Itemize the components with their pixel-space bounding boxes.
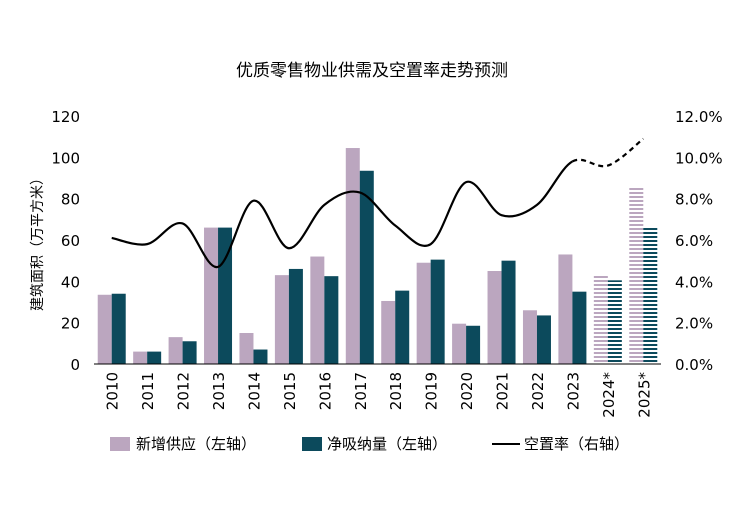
bar-series: [97, 148, 658, 364]
bar-supply-2016: [310, 256, 325, 364]
legend-swatch-supply: [110, 437, 130, 451]
bar-absorption-2016: [324, 276, 339, 364]
bar-supply-2019: [416, 262, 431, 364]
right-tick-label: 12.0%: [675, 108, 723, 126]
left-tick-label: 100: [51, 149, 80, 167]
right-axis-ticks: 0.0% 2.0% 4.0% 6.0% 8.0% 10.0% 12.0%: [675, 108, 723, 374]
vacancy-line-forecast: [571, 137, 644, 168]
x-tick-label: 2010: [104, 372, 122, 410]
x-tick-label: 2012: [175, 372, 193, 410]
bar-supply-2022: [522, 310, 537, 364]
left-tick-label: 0: [70, 356, 80, 374]
left-tick-label: 80: [61, 191, 80, 209]
bar-supply-2011: [133, 351, 148, 364]
bar-absorption-2023: [572, 291, 587, 364]
y-axis-label: 建筑面积（万平方米）: [30, 171, 46, 311]
bar-absorption-2010: [111, 293, 126, 364]
vacancy-line-series: [111, 137, 644, 268]
x-tick-label: 2023: [564, 372, 582, 410]
right-tick-label: 8.0%: [675, 191, 713, 209]
left-tick-label: 60: [61, 232, 80, 250]
right-tick-label: 2.0%: [675, 315, 713, 333]
left-axis-ticks: 0 20 40 60 80 100 120: [51, 108, 80, 374]
x-tick-label: 2025*: [635, 372, 653, 418]
right-tick-label: 10.0%: [675, 149, 723, 167]
bar-absorption-2013: [218, 227, 233, 364]
right-tick-label: 4.0%: [675, 273, 713, 291]
bar-supply-2014: [239, 333, 254, 364]
left-tick-label: 20: [61, 315, 80, 333]
bar-absorption-2019: [430, 259, 445, 364]
bar-absorption-2021: [501, 260, 516, 364]
vacancy-line-actual: [111, 160, 574, 268]
bar-absorption-2020: [466, 325, 481, 364]
left-tick-label: 40: [61, 273, 80, 291]
legend-label-vacancy: 空置率（右轴）: [524, 435, 629, 453]
left-tick-label: 120: [51, 108, 80, 126]
bar-supply-2021: [487, 271, 502, 364]
x-tick-label: 2011: [139, 372, 157, 410]
bar-absorption-2025: [643, 227, 658, 364]
legend-item-vacancy: 空置率（右轴）: [492, 435, 629, 453]
bar-absorption-2017: [359, 170, 374, 364]
x-tick-label: 2016: [316, 372, 334, 410]
legend-item-supply: 新增供应（左轴）: [110, 435, 256, 453]
x-tick-label: 2021: [494, 372, 512, 410]
legend: 新增供应（左轴） 净吸纳量（左轴） 空置率（右轴）: [110, 435, 629, 453]
x-tick-label: 2013: [210, 372, 228, 410]
chart-title: 优质零售物业供需及空置率走势预测: [236, 61, 508, 81]
bar-absorption-2011: [147, 351, 162, 364]
x-tick-label: 2024*: [600, 372, 618, 418]
bar-supply-2018: [381, 300, 396, 364]
legend-item-absorption: 净吸纳量（左轴）: [302, 435, 447, 453]
legend-swatch-absorption: [302, 437, 322, 451]
bar-absorption-2024: [607, 280, 622, 364]
x-tick-label: 2020: [458, 372, 476, 410]
bar-supply-2010: [97, 294, 112, 364]
bar-absorption-2022: [536, 315, 551, 364]
x-axis-categories: 2010 2011 2012 2013 2014 2015 2016 2017 2018 2019…: [104, 372, 654, 418]
x-tick-label: 2019: [423, 372, 441, 410]
bar-absorption-2015: [288, 268, 303, 364]
bar-absorption-2012: [182, 341, 197, 364]
right-tick-label: 0.0%: [675, 356, 713, 374]
legend-label-absorption: 净吸纳量（左轴）: [327, 435, 447, 453]
bar-supply-2013: [204, 227, 219, 364]
right-tick-label: 6.0%: [675, 232, 713, 250]
legend-label-supply: 新增供应（左轴）: [136, 435, 256, 453]
bar-supply-2015: [274, 275, 289, 364]
x-tick-label: 2015: [281, 372, 299, 410]
bar-absorption-2014: [253, 349, 268, 364]
x-tick-label: 2022: [529, 372, 547, 410]
bar-supply-2020: [452, 323, 467, 364]
x-tick-label: 2014: [245, 372, 263, 410]
bar-supply-2017: [345, 148, 360, 364]
x-tick-label: 2018: [387, 372, 405, 410]
bar-supply-2012: [168, 337, 183, 364]
x-tick-label: 2017: [352, 372, 370, 410]
bar-supply-2023: [558, 254, 573, 364]
bar-supply-2025: [629, 187, 644, 364]
bar-absorption-2018: [395, 290, 410, 364]
bar-supply-2024: [593, 274, 608, 364]
